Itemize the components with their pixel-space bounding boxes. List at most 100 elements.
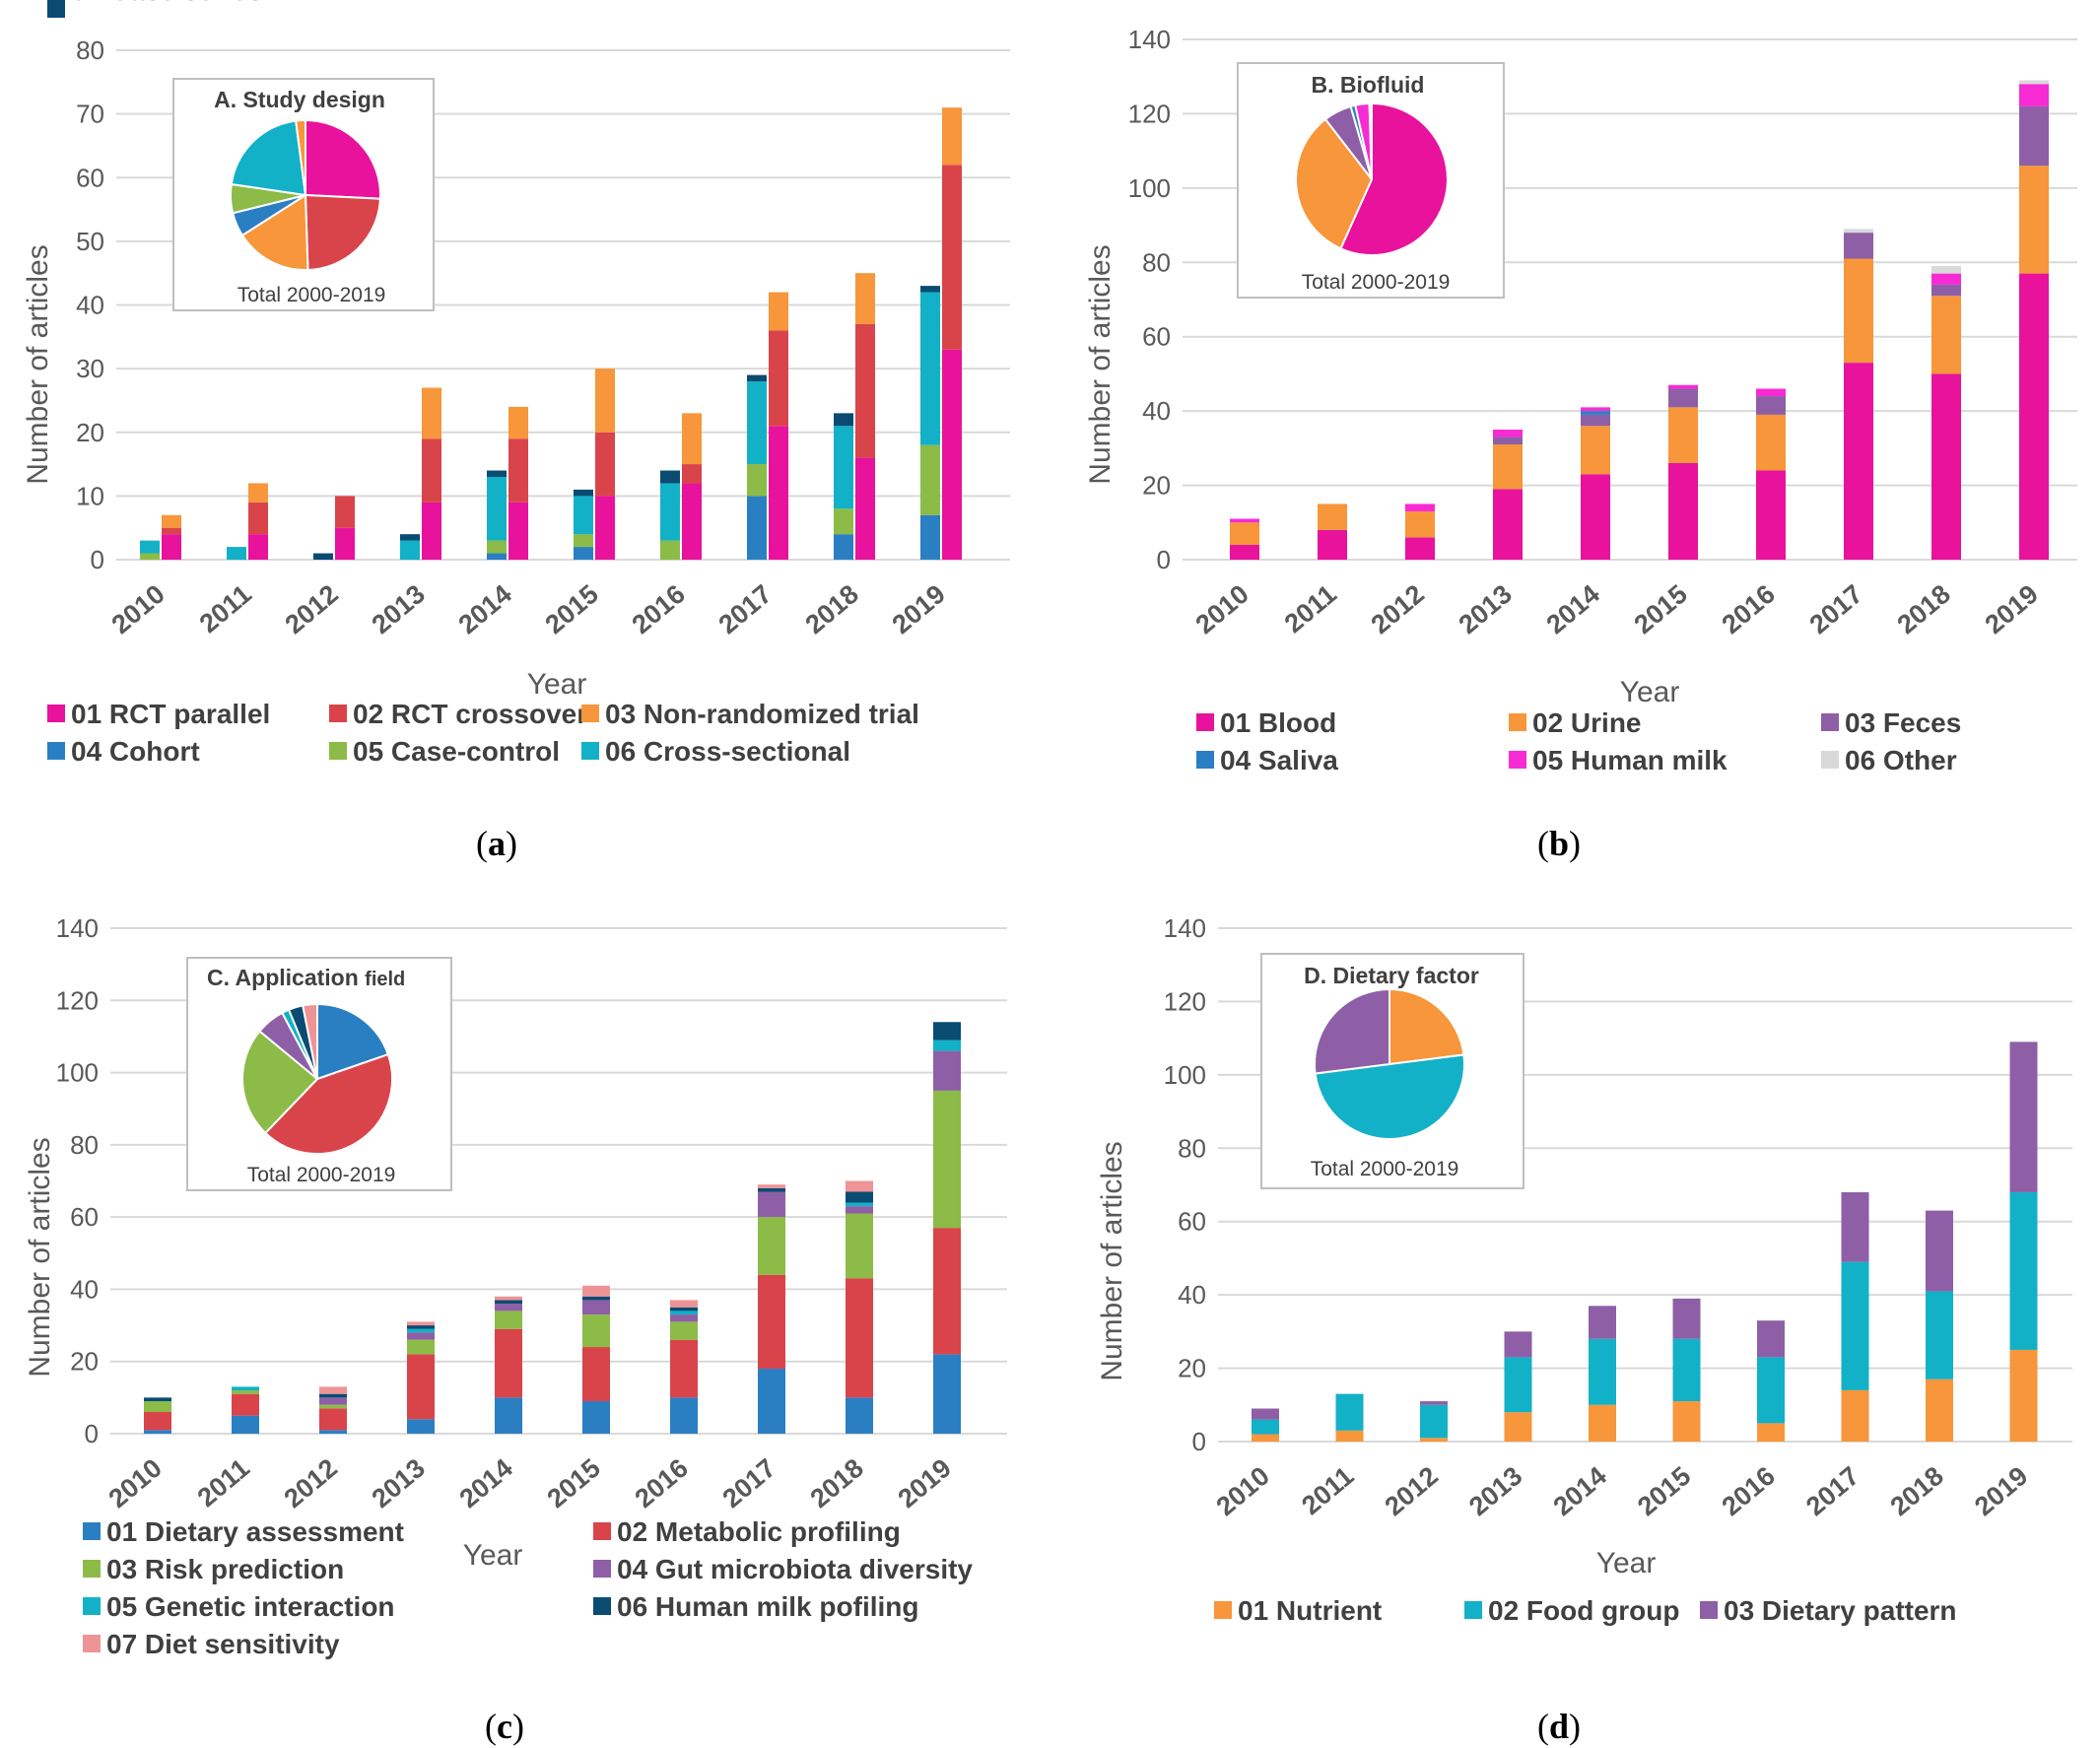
panel-b-bar-segment xyxy=(1844,229,1873,234)
panel-c-bar-segment xyxy=(846,1180,873,1192)
panel-a-caption-letter: a xyxy=(488,824,506,863)
panel-c-bar-segment xyxy=(846,1397,873,1434)
panel-b-bar-segment xyxy=(1318,504,1347,530)
panel-a-legend-label: 06 Cross-sectional xyxy=(605,736,850,767)
panel-a-x-tick-label: 2010 xyxy=(106,579,170,640)
panel-a-legend-item: 07 Case series xyxy=(47,0,263,18)
panel-c-legend-label: 03 Risk prediction xyxy=(106,1554,344,1584)
panel-c-bar-segment xyxy=(319,1408,347,1431)
panel-b-x-tick-label: 2013 xyxy=(1454,579,1518,640)
panel-b-bar-segment xyxy=(1493,489,1523,560)
panel-b-bar-segment xyxy=(1844,363,1873,560)
panel-b-legend-swatch xyxy=(1509,751,1526,769)
panel-b-bars xyxy=(1230,80,2049,560)
panel-d-x-tick-label: 2010 xyxy=(1211,1461,1275,1522)
panel-d-y-tick-label: 40 xyxy=(1178,1280,1206,1310)
panel-b-bar-segment xyxy=(1931,373,1961,560)
panel-b-caption-letter: b xyxy=(1549,824,1569,863)
panel-a-bar-segment xyxy=(595,496,615,560)
panel-c-y-tick-label: 60 xyxy=(70,1202,99,1232)
panel-b-bar-segment xyxy=(1668,407,1698,463)
panel-a-bar-segment xyxy=(487,540,507,554)
panel-b-bar-segment xyxy=(1581,474,1610,560)
panel-a-pie-slice xyxy=(305,118,381,200)
panel-c-bar-segment xyxy=(582,1285,610,1297)
panel-c-bar-segment xyxy=(495,1296,522,1301)
panel-b-bar-segment xyxy=(1493,430,1523,437)
panel-a-bar-segment xyxy=(422,438,441,503)
panel-c-inset-title: C. Application field xyxy=(207,965,405,990)
panel-c-x-tick-label: 2018 xyxy=(805,1453,869,1514)
panel-b-pie-slice xyxy=(1295,117,1374,250)
panel-b-y-tick-label: 140 xyxy=(1128,25,1171,54)
panel-c-legend-item: 05 Genetic interaction xyxy=(83,1591,395,1622)
panel-c-bar-segment xyxy=(582,1347,610,1402)
panel-a-legend-item: 05 Case-control xyxy=(329,736,560,767)
panel-c-bar-segment xyxy=(933,1228,961,1355)
panel-c-bar-segment xyxy=(407,1354,435,1420)
panel-c-y-tick-label: 100 xyxy=(56,1058,99,1088)
panel-a-bar-segment xyxy=(682,413,702,465)
panel-a-bar-segment xyxy=(400,540,420,560)
panel-d-bar-segment xyxy=(1926,1291,1953,1379)
panel-a-pie-slice xyxy=(240,193,309,271)
panel-a-legend-item: 01 RCT parallel xyxy=(47,699,270,729)
panel-c-x-tick-label: 2010 xyxy=(103,1453,168,1514)
panel-a-bar-segment xyxy=(942,349,962,560)
panel-c-bar-segment xyxy=(758,1217,785,1275)
panel-a-pie-slice xyxy=(304,193,381,271)
panel-a-bar-segment xyxy=(920,286,940,293)
panel-c-bar-segment xyxy=(319,1386,347,1394)
panel-b-bar-segment xyxy=(1844,258,1873,364)
panel-b-x-tick-label: 2014 xyxy=(1541,579,1605,640)
panel-c-bar-segment xyxy=(495,1311,522,1329)
panel-a-legend-swatch xyxy=(581,705,599,722)
panel-c-bar-segment xyxy=(846,1213,873,1279)
panel-d-bar-segment xyxy=(1420,1438,1448,1442)
panel-b-pie-slice xyxy=(1339,101,1449,256)
panel-a-legend-item: 03 Non-randomized trial xyxy=(581,699,919,729)
panel-d-x-tick-label: 2013 xyxy=(1463,1461,1527,1522)
panel-a-bar-segment xyxy=(487,470,507,477)
panel-c-pie-slice xyxy=(302,1002,318,1080)
panel-b-bar-segment xyxy=(2019,105,2049,167)
panel-c-bar-segment xyxy=(495,1300,522,1305)
panel-d-x-axis-label: Year xyxy=(1596,1547,1657,1580)
panel-b-y-tick-label: 100 xyxy=(1128,173,1171,203)
panel-d-x-tick-label: 2012 xyxy=(1380,1461,1444,1522)
panel-b-bar-segment xyxy=(1405,537,1435,560)
panel-c-y-ticks: 0 20 40 60 80 100 120 140 xyxy=(56,913,99,1448)
panel-b-bar-segment xyxy=(2019,273,2049,560)
panel-a-bar-segment xyxy=(942,165,962,350)
panel-c-bar-segment xyxy=(319,1393,347,1398)
panel-c-x-tick-label: 2011 xyxy=(192,1453,255,1513)
panel-a-bar-segment xyxy=(595,369,615,433)
panel-c-legend-swatch xyxy=(83,1597,101,1615)
panel-c-y-tick-label: 80 xyxy=(70,1130,99,1160)
panel-a-bar-segment xyxy=(422,387,441,439)
panel-d-bar-segment xyxy=(1420,1404,1448,1439)
panel-c-bar-segment xyxy=(933,1022,961,1041)
panel-d-bar-segment xyxy=(1926,1378,1953,1442)
panel-a-legend-label: 07 Case series xyxy=(71,0,263,6)
panel-c-legend-item: 02 Metabolic profiling xyxy=(593,1516,901,1547)
panel-b-bar-segment xyxy=(1230,518,1259,523)
panel-c-x-ticks: 2010 2011 2012 2013 2014 2015 2016 2017 2018 2019 xyxy=(103,1453,957,1514)
panel-a-x-tick-label: 2018 xyxy=(800,579,864,640)
panel-d-y-tick-label: 140 xyxy=(1164,913,1206,943)
panel-b-inset-title: B. Biofluid xyxy=(1312,72,1425,98)
panel-a-bar-segment xyxy=(422,502,441,560)
panel-a-y-tick-label: 70 xyxy=(76,100,104,129)
panel-a-bar-segment xyxy=(574,496,593,535)
panel-d-pie-slice xyxy=(1314,1053,1465,1140)
panel-b-inset-pie xyxy=(1295,101,1449,256)
panel-d-bar-segment xyxy=(2009,1191,2038,1350)
panel-b-legend-swatch xyxy=(1196,751,1214,769)
panel-b-legend-item: 02 Urine xyxy=(1509,707,1642,738)
panel-a-y-tick-label: 0 xyxy=(91,545,104,574)
panel-c-legend-item: 04 Gut microbiota diversity xyxy=(593,1554,973,1584)
panel-d-inset-label: Total 2000-2019 xyxy=(1311,1158,1459,1180)
panel-b-legend-item: 05 Human milk xyxy=(1509,745,1727,775)
panel-b-legend-label: 05 Human milk xyxy=(1532,745,1727,775)
